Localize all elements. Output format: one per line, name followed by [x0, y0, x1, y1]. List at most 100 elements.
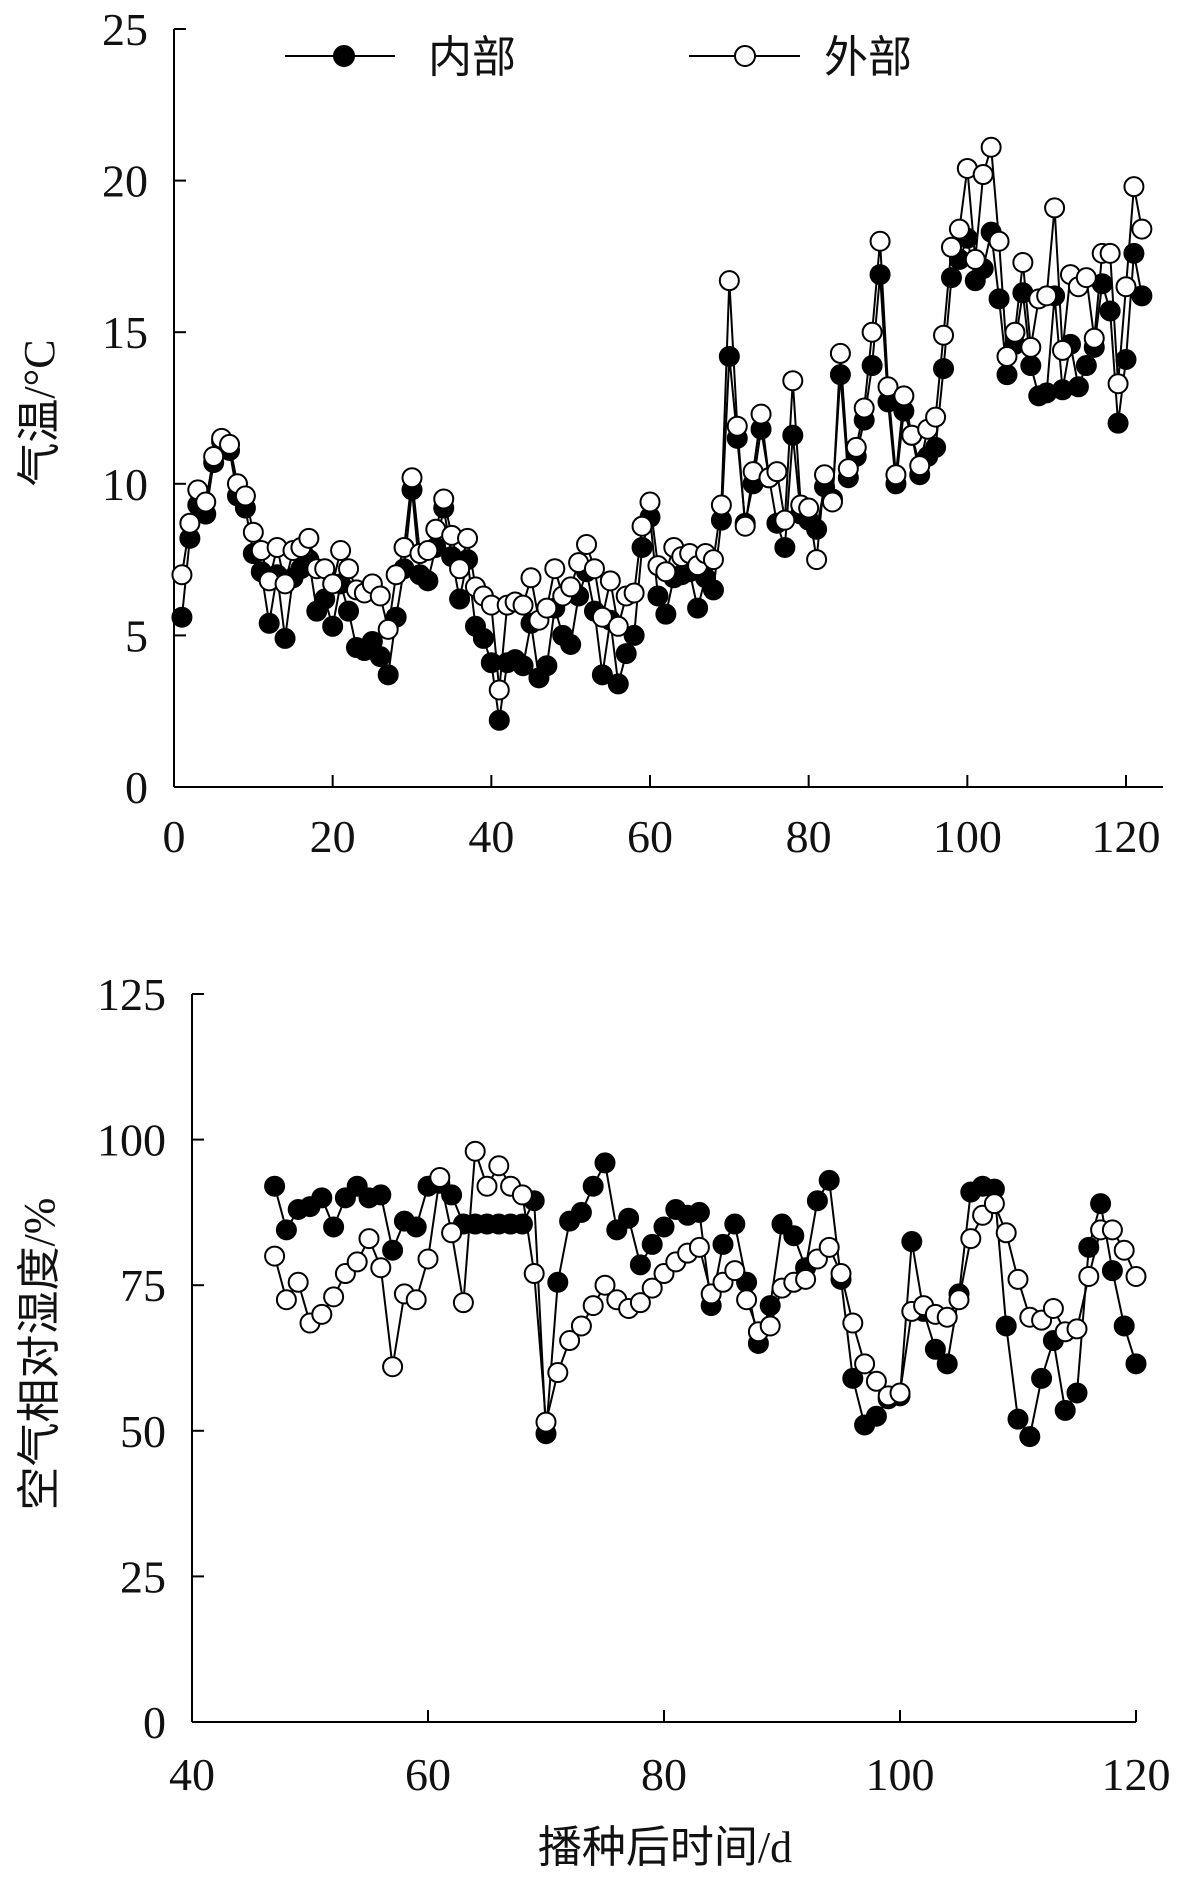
data-point-inside — [1075, 355, 1097, 377]
data-point-inside — [924, 1338, 946, 1360]
data-point-inside — [623, 624, 645, 646]
data-point-outside — [203, 446, 225, 468]
data-point-inside — [647, 585, 669, 607]
data-point-inside — [842, 1367, 864, 1389]
x-tick-label: 0 — [163, 811, 186, 862]
data-point-outside — [750, 403, 772, 425]
data-point-outside — [806, 549, 828, 571]
data-point-outside — [464, 1140, 486, 1162]
data-point-outside — [724, 1260, 746, 1282]
data-point-outside — [544, 558, 566, 580]
data-point-outside — [560, 576, 582, 598]
data-point-inside — [724, 1213, 746, 1235]
data-point-outside — [1123, 176, 1145, 198]
data-point-outside — [1066, 1318, 1088, 1340]
y-tick-label: 5 — [125, 610, 148, 661]
data-point-outside — [536, 597, 558, 619]
data-point-inside — [417, 570, 439, 592]
data-point-inside — [631, 536, 653, 558]
data-point-outside — [523, 1263, 545, 1285]
data-point-outside — [623, 582, 645, 604]
data-point-outside — [195, 491, 217, 513]
data-point-inside — [933, 358, 955, 380]
data-point-inside — [1019, 1426, 1041, 1448]
data-point-outside — [798, 497, 820, 519]
data-point-outside — [570, 1315, 592, 1337]
data-point-inside — [591, 664, 613, 686]
data-point-outside — [433, 488, 455, 510]
data-point-outside — [275, 1289, 297, 1311]
data-point-inside — [806, 1190, 828, 1212]
y-tick-label: 20 — [102, 156, 148, 207]
data-point-outside — [1083, 327, 1105, 349]
data-point-inside — [275, 1219, 297, 1241]
data-point-outside — [452, 1292, 474, 1314]
data-point-outside — [1078, 1265, 1100, 1287]
data-point-outside — [933, 324, 955, 346]
data-point-outside — [1131, 218, 1153, 240]
data-point-outside — [1101, 1219, 1123, 1241]
data-point-inside — [1078, 1236, 1100, 1258]
data-point-outside — [330, 540, 352, 562]
data-point-outside — [476, 1175, 498, 1197]
data-point-inside — [936, 1353, 958, 1375]
data-point-outside — [264, 1245, 286, 1267]
data-point-outside — [960, 1228, 982, 1250]
data-point-outside — [599, 570, 621, 592]
data-point-outside — [594, 1274, 616, 1296]
data-point-inside — [774, 536, 796, 558]
data-point-outside — [377, 618, 399, 640]
data-point-outside — [996, 345, 1018, 367]
data-point-outside — [925, 406, 947, 428]
temperature-chart: 0 5 10 15 20 25 0 20 40 60 80 100 120 — [102, 4, 1163, 862]
data-point-outside — [1012, 251, 1034, 273]
y-tick-label: 125 — [97, 969, 166, 1020]
data-point-outside — [795, 1268, 817, 1290]
data-point-outside — [837, 458, 859, 480]
data-point-inside — [582, 1175, 604, 1197]
data-point-outside — [766, 461, 788, 483]
data-point-outside — [1115, 276, 1137, 298]
data-point-inside — [1007, 1408, 1029, 1430]
data-point-outside — [631, 515, 653, 537]
data-point-outside — [242, 521, 264, 543]
data-point-inside — [782, 424, 804, 446]
data-point-inside — [688, 1201, 710, 1223]
data-point-inside — [323, 1216, 345, 1238]
data-point-outside — [358, 1228, 380, 1250]
data-point-inside — [925, 436, 947, 458]
data-point-inside — [258, 612, 280, 634]
data-point-inside — [988, 288, 1010, 310]
data-point-inside — [370, 1184, 392, 1206]
data-point-outside — [1052, 339, 1074, 361]
y-tick-label: 100 — [97, 1115, 166, 1166]
data-point-outside — [909, 455, 931, 477]
data-point-inside — [865, 1405, 887, 1427]
data-point-outside — [401, 467, 423, 489]
data-point-outside — [688, 1236, 710, 1258]
data-point-inside — [338, 600, 360, 622]
data-point-outside — [702, 549, 724, 571]
data-point-inside — [570, 1201, 592, 1223]
data-point-outside — [520, 567, 542, 589]
humidity-y-axis-title: 空气相对湿度/% — [15, 1198, 64, 1511]
data-point-outside — [535, 1411, 557, 1433]
data-point-outside — [547, 1362, 569, 1384]
data-point-outside — [853, 397, 875, 419]
data-point-outside — [338, 558, 360, 580]
data-point-outside — [885, 464, 907, 486]
data-point-outside — [1036, 285, 1058, 307]
data-point-outside — [311, 1303, 333, 1325]
data-point-outside — [818, 1236, 840, 1258]
data-point-inside — [759, 1295, 781, 1317]
data-point-outside — [449, 558, 471, 580]
data-point-outside — [1020, 336, 1042, 358]
data-point-inside — [869, 264, 891, 286]
data-point-outside — [405, 1289, 427, 1311]
data-point-inside — [449, 588, 471, 610]
data-point-outside — [1125, 1265, 1147, 1287]
data-point-outside — [369, 585, 391, 607]
data-point-outside — [629, 1292, 651, 1314]
data-point-outside — [179, 512, 201, 534]
